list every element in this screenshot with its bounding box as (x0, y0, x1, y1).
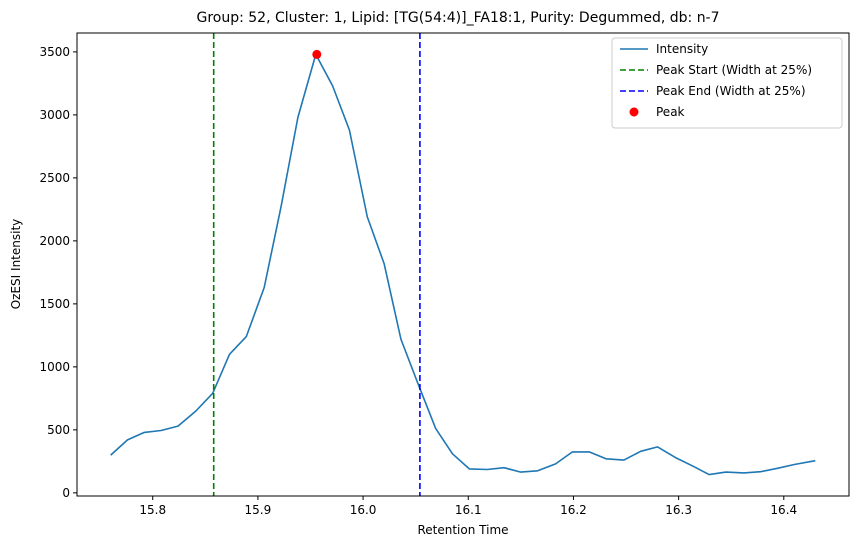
x-tick-label: 16.4 (770, 503, 797, 517)
x-tick-label: 16.0 (350, 503, 377, 517)
legend-item-intensity: Intensity (656, 42, 708, 56)
peak-marker (312, 49, 322, 59)
y-tick-label: 0 (62, 486, 70, 500)
legend-item-peak-start: Peak Start (Width at 25%) (656, 63, 812, 77)
legend-item-peak-end: Peak End (Width at 25%) (656, 84, 806, 98)
x-tick-label: 16.1 (455, 503, 482, 517)
y-tick-label: 2000 (39, 234, 70, 248)
x-tick-label: 15.9 (245, 503, 272, 517)
x-tick-label: 16.3 (665, 503, 692, 517)
plot-area (110, 33, 816, 496)
y-tick-label: 1500 (39, 297, 70, 311)
legend-item-peak: Peak (656, 105, 685, 119)
y-tick-label: 2500 (39, 171, 70, 185)
legend: Intensity Peak Start (Width at 25%) Peak E… (611, 37, 843, 129)
y-tick-label: 3500 (39, 45, 70, 59)
x-axis-label: Retention Time (417, 523, 508, 537)
x-axis: 15.8 15.9 16.0 16.1 16.2 16.3 16.4 (139, 496, 797, 517)
plot-frame (76, 32, 850, 497)
series-line-intensity (110, 53, 816, 476)
legend-marker (629, 107, 639, 117)
y-tick-label: 3000 (39, 108, 70, 122)
x-tick-label: 15.8 (139, 503, 166, 517)
chart-title: Group: 52, Cluster: 1, Lipid: [TG(54:4)]… (196, 10, 719, 26)
x-tick-label: 16.2 (560, 503, 587, 517)
y-axis-label: OzESI Intensity (9, 219, 23, 310)
y-tick-label: 1000 (39, 360, 70, 374)
y-tick-label: 500 (47, 423, 70, 437)
y-axis: 0 500 1000 1500 2000 2500 3000 3500 (39, 45, 77, 500)
legend-box (611, 37, 843, 129)
